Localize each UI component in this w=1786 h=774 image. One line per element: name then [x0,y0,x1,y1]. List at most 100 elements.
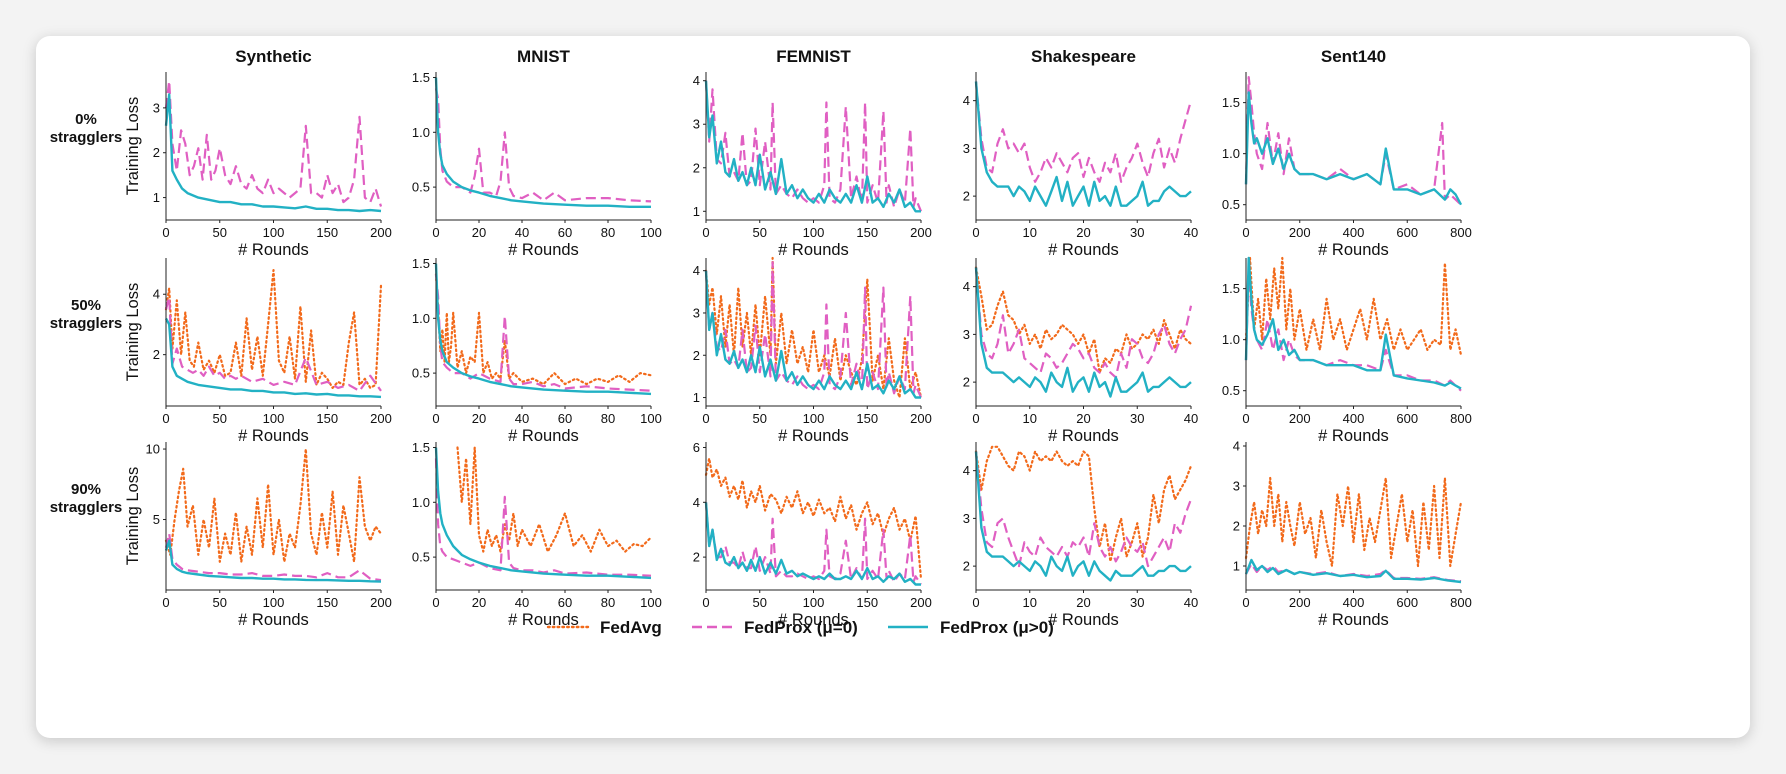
shakespeare-50--x-tick-label: 10 [1023,411,1037,426]
sent140-50--y-tick-label: 1.0 [1222,332,1240,347]
synthetic-0--x-tick-label: 150 [316,225,338,240]
sent140-0--y-tick-label: 1.0 [1222,146,1240,161]
shakespeare-90--y-tick-label: 3 [963,511,970,526]
sent140-90--x-tick-label: 400 [1343,595,1365,610]
sent140-0--y-tick-label: 0.5 [1222,197,1240,212]
shakespeare-50--x-tick-label: 20 [1076,411,1090,426]
femnist-90--y-tick-label: 4 [693,495,700,510]
femnist-50--fedprox-0--line [704,270,921,399]
femnist-0--fedprox-0--line [704,80,923,212]
femnist-90--x-tick-label: 50 [753,595,767,610]
mnist-50--fedprox-0--line [434,274,652,392]
mnist-0--x-tick-label: 100 [640,225,662,240]
mnist-0--x-tick-label: 60 [558,225,572,240]
mnist-50--fedavg-line [434,273,653,386]
shakespeare-50--x-tick-label: 30 [1130,411,1144,426]
mnist-50--y-tick-label: 0.5 [412,366,430,381]
synthetic-0--x-tick-label: 50 [213,225,227,240]
mnist-0--y-tick-label: 1.5 [412,70,430,85]
synthetic-0--x-tick-label: 200 [370,225,392,240]
sent140-50--x-axis-label: # Rounds [1318,427,1389,445]
row-0-percent-label: 0% [75,111,97,128]
sent140-50--fedavg-line [1244,256,1463,357]
shakespeare-0--fedprox-0--line [974,81,1192,207]
mnist-90--fedprox-0--line [434,447,652,580]
mnist-90--y-tick-label: 1.0 [412,495,430,510]
mnist-0--x-tick-label: 40 [515,225,529,240]
femnist-50--x-tick-label: 100 [803,411,825,426]
sent140-0--x-tick-label: 400 [1343,225,1365,240]
shakespeare-0--y-tick-label: 2 [963,189,970,204]
shakespeare-50--x-axis-label: # Rounds [1048,427,1119,445]
shakespeare-90--x-tick-label: 40 [1184,595,1198,610]
shakespeare-50--fedprox-0--line [974,267,1192,398]
mnist-50--x-tick-label: 40 [515,411,529,426]
synthetic-90--x-tick-label: 100 [263,595,285,610]
shakespeare-90--y-tick-label: 4 [963,463,970,478]
femnist-0--y-tick-label: 3 [693,117,700,132]
synthetic-0--x-axis-label: # Rounds [238,241,309,259]
mnist-0--fedprox-0--line [434,88,652,203]
mnist-50--x-axis-label: # Rounds [508,427,579,445]
synthetic-0--x-tick-label: 100 [263,225,285,240]
femnist-90--x-tick-label: 150 [856,595,878,610]
shakespeare-50--y-tick-label: 4 [963,279,970,294]
sent140-0--x-axis-label: # Rounds [1318,241,1389,259]
shakespeare-50--fedavg-line [974,266,1193,374]
synthetic-0--y-tick-label: 3 [153,100,160,115]
mnist-90--x-tick-label: 60 [558,595,572,610]
femnist-0--y-tick-label: 1 [693,204,700,219]
sent140-0--x-tick-label: 0 [1242,225,1249,240]
sent140-0--fedprox-0--line [1244,76,1462,206]
sent140-90--x-tick-label: 800 [1450,595,1472,610]
sent140-90--y-tick-label: 1 [1233,559,1240,574]
shakespeare-50--fedprox-0--line [974,267,1193,379]
mnist-90--fedprox-0--line [434,458,652,577]
sent140-50--x-tick-label: 600 [1396,411,1418,426]
sent140-90--x-tick-label: 600 [1396,595,1418,610]
row-1-y-axis-label: Training Loss [124,283,142,381]
shakespeare-0--y-tick-label: 3 [963,141,970,156]
mnist-50--x-tick-label: 20 [472,411,486,426]
shakespeare-90--fedprox-0--line [974,451,1192,582]
mnist-90--x-axis-label: # Rounds [508,611,579,629]
synthetic-90--y-tick-label: 5 [153,512,160,527]
synthetic-90--x-tick-label: 150 [316,595,338,610]
synthetic-50--x-tick-label: 100 [263,411,285,426]
synthetic-90--fedprox-0--line [164,532,382,582]
synthetic-50--y-tick-label: 2 [153,347,160,362]
mnist-0--x-tick-label: 0 [432,225,439,240]
femnist-50--y-tick-label: 1 [693,390,700,405]
legend-fedprox0-label: FedProx (μ=0) [744,618,858,637]
row-2-y-axis-label: Training Loss [124,467,142,565]
mnist-50--x-tick-label: 0 [432,411,439,426]
row-0-y-axis-label: Training Loss [124,97,142,195]
shakespeare-90--x-tick-label: 0 [972,595,979,610]
femnist-50--x-tick-label: 150 [856,411,878,426]
sent140-90--y-tick-label: 2 [1233,519,1240,534]
sent140-90--y-tick-label: 4 [1233,439,1240,454]
row-0-stragglers-label: stragglers [50,129,123,146]
sent140-50--x-tick-label: 0 [1242,411,1249,426]
femnist-0--x-tick-label: 50 [753,225,767,240]
synthetic-90--x-axis-label: # Rounds [238,611,309,629]
shakespeare-50--x-tick-label: 40 [1184,411,1198,426]
shakespeare-90--x-tick-label: 20 [1076,595,1090,610]
shakespeare-50--y-tick-label: 3 [963,327,970,342]
femnist-50--fedavg-line [704,256,923,399]
shakespeare-90--y-tick-label: 2 [963,559,970,574]
sent140-90--fedavg-line [1244,476,1463,568]
femnist-90--x-axis-label: # Rounds [778,611,849,629]
shakespeare-0--x-tick-label: 0 [972,225,979,240]
synthetic-0--y-tick-label: 2 [153,145,160,160]
femnist-50--y-tick-label: 4 [693,263,700,278]
sent140-50--x-tick-label: 800 [1450,411,1472,426]
femnist-90--fedavg-line [704,457,923,581]
femnist-50--x-axis-label: # Rounds [778,427,849,445]
sent140-50--x-tick-label: 200 [1289,411,1311,426]
synthetic-50--fedavg-line [164,269,383,389]
femnist-0--x-tick-label: 100 [803,225,825,240]
mnist-50--fedprox-0--line [434,263,652,396]
mnist-0--y-tick-label: 1.0 [412,125,430,140]
